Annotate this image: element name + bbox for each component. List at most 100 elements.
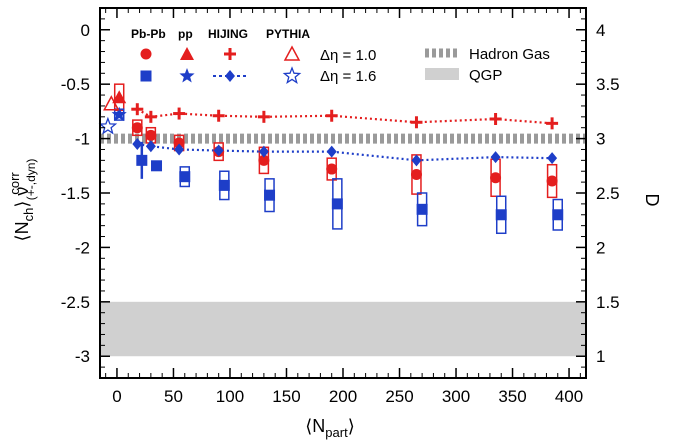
x-tick-label: 0 — [112, 387, 121, 406]
y-axis-title-sub1: ch — [21, 208, 36, 222]
ticks-layer: 0 50 100 150 200 250 300 350 400 0 -0.5 -1 -1.5 -2 -2.… — [61, 8, 620, 406]
data-point-pb-pb-1-6 — [218, 179, 230, 191]
legend: Pb-Pb pp HIJING PYTHIA Δη = 1.0 Δη = 1.6… — [131, 27, 550, 85]
data-point-pb-pb-1-0 — [173, 137, 185, 149]
data-point-hijing-1-6 — [411, 154, 422, 167]
data-point-pb-pb-1-6 — [179, 171, 191, 183]
series-line-hijing-1-0 — [136, 108, 553, 125]
y-left-tick-label: -0.5 — [61, 75, 90, 94]
y-right-tick-label: 2.5 — [596, 184, 620, 203]
data-point-pb-pb-1-6 — [331, 198, 343, 210]
data-point-hijing-1-0 — [212, 109, 225, 122]
legend-markers — [140, 45, 302, 84]
legend-qgp-label: QGP — [469, 67, 502, 84]
legend-hadron-gas-label: Hadron Gas — [469, 46, 550, 63]
y-axis-right-title: D — [642, 194, 662, 207]
data-point-pb-pb-1-0 — [131, 122, 143, 134]
x-tick-label: 150 — [272, 387, 300, 406]
data-point-hijing-1-0 — [489, 113, 502, 125]
legend-marker-hijing-eta10 — [224, 48, 236, 60]
data-point-pp-1-6 — [111, 106, 127, 122]
data-point-hijing-1-0 — [173, 107, 186, 120]
legend-header-hijing: HIJING — [208, 27, 248, 41]
y-right-tick-label: 1 — [596, 347, 605, 366]
data-point-hijing-1-0 — [410, 116, 423, 129]
y-axis-title-sub2: (+-,dyn) — [24, 159, 38, 201]
legend-row-eta10: Δη = 1.0 — [320, 47, 376, 64]
data-point-hijing-1-6 — [547, 152, 558, 165]
y-left-tick-label: -2.5 — [61, 293, 90, 312]
data-point-hijing-1-0 — [546, 117, 559, 130]
qgp-band — [100, 301, 586, 357]
x-tick-label: 200 — [329, 387, 357, 406]
data-point-pb-pb-1-0 — [490, 172, 502, 184]
data-point-pb-pb-1-0 — [145, 129, 157, 141]
data-point-pb-pb-1-0 — [410, 169, 422, 180]
y-left-tick-label: -3 — [75, 347, 90, 366]
data-point-hijing-1-0 — [325, 109, 338, 122]
x-axis-title-close: ⟩ — [348, 416, 355, 436]
data-point-hijing-1-6 — [213, 144, 224, 157]
x-axis-title: ⟨Npart⟩ — [305, 416, 354, 440]
data-point-hijing-1-6 — [132, 138, 143, 151]
data-point-pp-1-0 — [112, 90, 127, 104]
legend-marker-hijing-eta16 — [225, 70, 235, 82]
data-point-pb-pb-1-6 — [495, 209, 507, 221]
legend-row-eta16: Δη = 1.6 — [320, 68, 376, 85]
data-point-hijing-1-0 — [144, 110, 157, 123]
x-axis-title-main: ⟨N — [305, 416, 325, 436]
data-point-hijing-1-0 — [257, 110, 270, 123]
legend-marker-pbpb-eta16 — [140, 70, 152, 82]
data-point-pythia-1-6 — [98, 116, 118, 135]
data-point-pb-pb-1-0 — [546, 175, 558, 187]
y-right-tick-label: 3 — [596, 130, 605, 149]
y-right-tick-label: 2 — [596, 238, 605, 257]
data-point-hijing-1-6 — [174, 143, 185, 156]
data-point-pb-pb-1-6 — [552, 209, 564, 221]
data-point-pythia-1-0 — [103, 95, 120, 111]
y-axis-title-mid: ⟩ ν — [12, 187, 32, 208]
y-axis-left-title: ⟨Nch⟩ νcorr (+-,dyn) — [7, 159, 38, 242]
legend-header-pbpb: Pb-Pb — [131, 27, 166, 41]
y-left-tick-label: -1.5 — [61, 184, 90, 203]
x-tick-label: 300 — [442, 387, 470, 406]
legend-header-pythia: PYTHIA — [266, 27, 310, 41]
y-axis-title-sup: corr — [7, 172, 22, 195]
series-line-hijing-1-6 — [137, 142, 553, 162]
bands-layer — [100, 133, 586, 357]
x-tick-label: 250 — [385, 387, 413, 406]
data-point-pb-pb-1-0 — [326, 163, 338, 175]
x-axis-title-sub: part — [325, 425, 348, 440]
legend-marker-pythia-eta10 — [283, 45, 301, 61]
y-right-tick-label: 3.5 — [596, 75, 620, 94]
marks-layer — [98, 90, 564, 221]
data-point-hijing-1-6 — [258, 145, 269, 158]
data-point-pb-pb-1-0 — [258, 154, 270, 166]
y-left-tick-label: -2 — [75, 238, 90, 257]
data-point-pb-pb-1-6 — [151, 160, 163, 172]
data-point-hijing-1-6 — [145, 140, 156, 153]
x-tick-label: 400 — [555, 387, 583, 406]
x-tick-label: 350 — [498, 387, 526, 406]
data-point-pb-pb-1-6 — [416, 203, 428, 215]
legend-marker-pp-eta16 — [179, 68, 195, 83]
data-point-pb-pb-1-6 — [264, 189, 276, 201]
y-right-tick-label: 1.5 — [596, 293, 620, 312]
x-tick-label: 50 — [164, 387, 183, 406]
legend-marker-pythia-eta16 — [282, 66, 302, 84]
legend-qgp-swatch — [425, 68, 459, 80]
y-axis-title-main: ⟨N — [12, 221, 32, 241]
y-left-tick-label: -1 — [75, 130, 90, 149]
legend-header-pp: pp — [178, 27, 193, 41]
data-point-hijing-1-6 — [326, 145, 337, 158]
legend-marker-pp-eta10 — [180, 47, 194, 60]
legend-marker-pbpb-eta10 — [140, 48, 152, 60]
x-tick-label: 100 — [216, 387, 244, 406]
data-point-hijing-1-6 — [490, 151, 501, 164]
data-point-pb-pb-1-6 — [136, 154, 148, 166]
data-point-hijing-1-0 — [131, 103, 144, 116]
y-left-tick-label: 0 — [81, 21, 90, 40]
y-right-tick-label: 4 — [596, 21, 605, 40]
